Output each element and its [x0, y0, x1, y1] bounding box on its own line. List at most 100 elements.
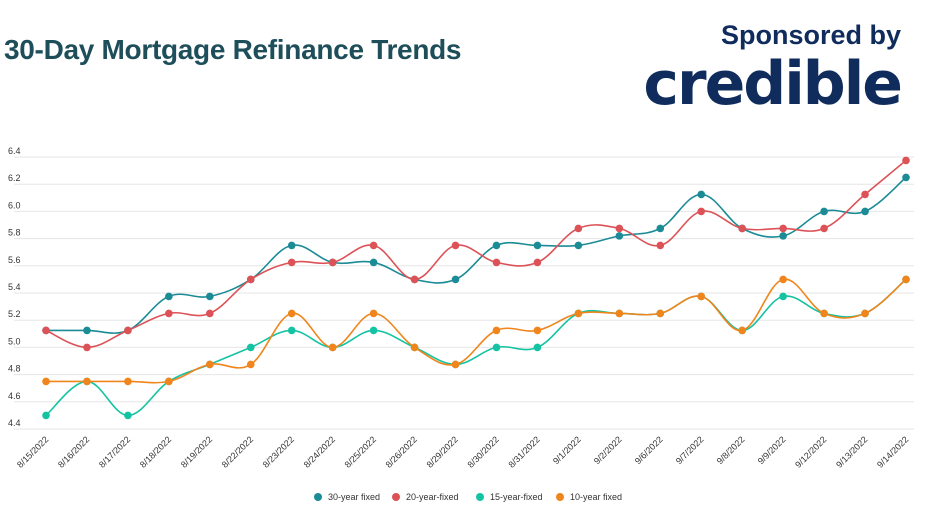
data-point	[410, 343, 419, 352]
legend-label: 20-year-fixed	[406, 492, 459, 502]
x-tick-label: 8/18/2022	[138, 434, 173, 469]
legend-marker	[556, 493, 564, 501]
series-line	[45, 176, 907, 334]
data-point	[820, 207, 828, 216]
data-point	[83, 326, 91, 335]
data-point	[697, 207, 706, 216]
x-tick-label: 8/30/2022	[466, 434, 501, 469]
data-point	[779, 275, 787, 284]
x-tick-label: 9/9/2022	[756, 434, 788, 466]
series-line	[46, 278, 907, 384]
series-10-year-fixed	[42, 275, 910, 386]
data-point	[124, 326, 132, 335]
data-point	[615, 309, 624, 318]
y-tick-label: 5.4	[8, 282, 21, 292]
legend-item: 20-year-fixed	[392, 492, 459, 502]
x-tick-label: 8/25/2022	[343, 434, 378, 469]
data-point	[492, 326, 501, 335]
data-point	[861, 190, 869, 199]
x-tick-label: 9/8/2022	[715, 434, 747, 466]
data-point	[533, 241, 542, 250]
y-tick-label: 5.8	[8, 228, 21, 238]
data-point	[533, 326, 542, 335]
data-point	[369, 309, 378, 318]
x-tick-label: 9/7/2022	[674, 434, 706, 466]
data-point	[124, 411, 132, 420]
x-tick-label: 8/26/2022	[384, 434, 419, 469]
data-point	[697, 292, 706, 301]
data-point	[124, 377, 132, 386]
y-axis-ticks: 4.4 4.6 4.8 5.0 5.2 5.4 5.6 5.8 6.0 6.2 6.4	[8, 146, 21, 428]
series-20-year-fixed	[42, 156, 910, 352]
data-point	[656, 309, 665, 318]
data-point	[42, 377, 50, 386]
data-point	[328, 343, 337, 352]
x-tick-label: 9/14/2022	[875, 434, 910, 469]
y-tick-label: 5.0	[8, 336, 21, 346]
data-point	[83, 343, 91, 352]
x-tick-label: 8/23/2022	[261, 434, 296, 469]
data-point	[42, 326, 50, 335]
legend-marker	[476, 493, 484, 501]
x-tick-label: 8/29/2022	[425, 434, 460, 469]
data-point	[574, 241, 583, 250]
x-tick-label: 9/13/2022	[834, 434, 869, 469]
data-point	[246, 360, 255, 369]
x-axis-ticks: 8/15/2022 8/16/2022 8/17/2022 8/18/2022 8/19…	[15, 434, 910, 469]
x-tick-label: 8/24/2022	[302, 434, 337, 469]
data-point	[533, 343, 542, 352]
x-tick-label: 8/31/2022	[506, 434, 541, 469]
y-tick-label: 4.4	[8, 418, 21, 428]
data-point	[287, 326, 296, 335]
data-point	[574, 309, 583, 318]
x-tick-label: 8/22/2022	[220, 434, 255, 469]
x-tick-label: 9/2/2022	[592, 434, 624, 466]
x-tick-label: 8/17/2022	[97, 434, 132, 469]
data-point	[287, 241, 296, 250]
data-point	[820, 309, 828, 318]
data-point	[492, 241, 501, 250]
data-point	[779, 292, 787, 301]
credible-logo: credible	[643, 49, 903, 119]
data-point	[206, 360, 214, 369]
y-tick-label: 6.0	[8, 200, 21, 210]
x-tick-label: 8/19/2022	[179, 434, 214, 469]
data-point	[246, 275, 255, 284]
data-point	[738, 224, 746, 233]
data-point	[451, 241, 460, 250]
legend-label: 30-year fixed	[328, 492, 380, 502]
sponsor-label: Sponsored by	[720, 20, 901, 50]
legend-item: 30-year fixed	[314, 492, 380, 502]
data-point	[369, 241, 378, 250]
data-point	[42, 411, 50, 420]
data-point	[165, 292, 173, 301]
data-point	[656, 224, 665, 233]
data-point	[492, 343, 501, 352]
legend-marker	[314, 493, 322, 501]
legend-label: 15-year-fixed	[490, 492, 543, 502]
y-tick-label: 6.4	[8, 146, 21, 156]
y-tick-label: 4.6	[8, 391, 21, 401]
data-point	[779, 232, 787, 240]
x-tick-label: 9/12/2022	[793, 434, 828, 469]
data-point	[410, 275, 419, 284]
data-point	[83, 377, 91, 386]
legend: 30-year fixed 20-year-fixed 15-year-fixed 1…	[314, 492, 622, 502]
y-tick-label: 6.2	[8, 173, 21, 183]
grid-lines	[14, 156, 914, 430]
page-title: 30-Day Mortgage Refinance Trends	[4, 34, 462, 65]
data-point	[533, 258, 542, 267]
legend-marker	[392, 493, 400, 501]
legend-item: 10-year fixed	[556, 492, 622, 502]
data-point	[697, 190, 706, 199]
data-point	[902, 156, 910, 165]
series-30-year-fixed	[42, 173, 910, 335]
data-point	[287, 309, 296, 318]
data-point	[861, 207, 869, 216]
data-point	[369, 326, 378, 335]
series-lines	[42, 156, 910, 420]
data-point	[165, 377, 173, 386]
data-point	[574, 224, 583, 233]
data-point	[206, 309, 214, 318]
